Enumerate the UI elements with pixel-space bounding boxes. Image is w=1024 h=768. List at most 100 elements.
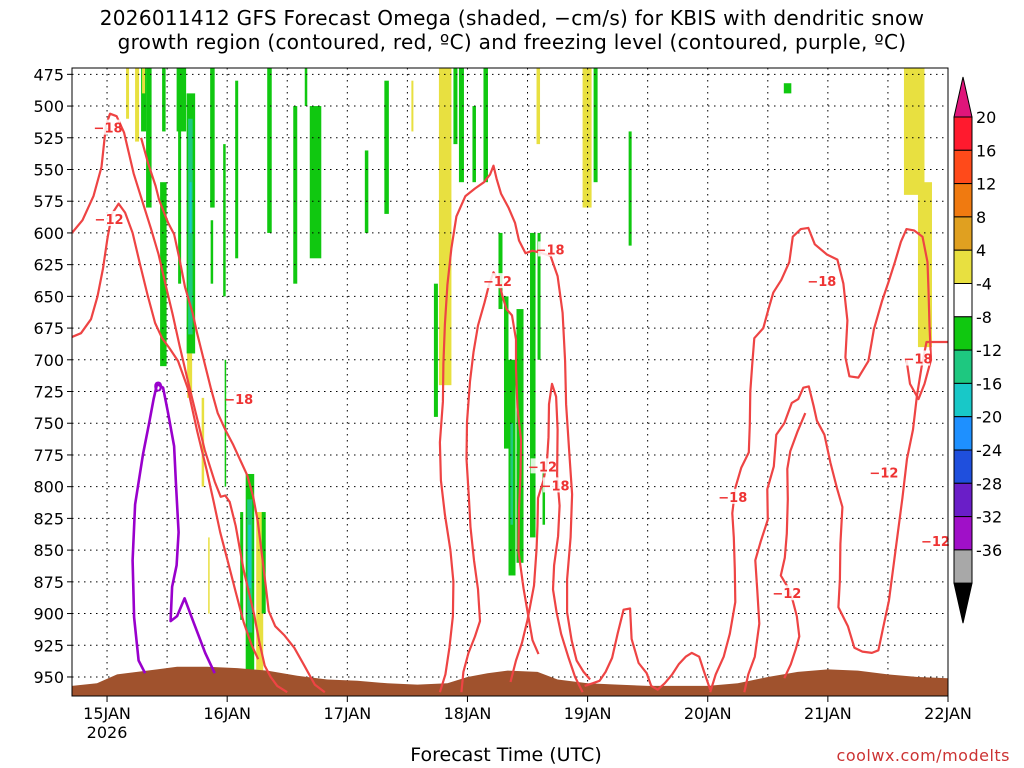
- omega-patch: [248, 524, 252, 589]
- contour-label-bg: [96, 119, 121, 135]
- contour-label-bg: [871, 464, 896, 480]
- colorbar-swatch: [953, 116, 973, 151]
- y-tick-label: 575: [33, 192, 64, 211]
- dendritic-contour: [743, 340, 948, 693]
- colorbar-label: -4: [976, 275, 992, 294]
- colorbar-label: 12: [976, 175, 996, 194]
- x-tick-label: 22JAN: [924, 704, 972, 723]
- dendritic-contour: [509, 382, 584, 693]
- y-tick-label: 675: [33, 319, 64, 338]
- y-tick-label: 525: [33, 129, 64, 148]
- y-tick-label: 775: [33, 446, 64, 465]
- y-tick-label: 550: [33, 160, 64, 179]
- x-tick-label: 18JAN: [444, 704, 492, 723]
- omega-patch: [240, 512, 244, 620]
- omega-patch: [593, 68, 598, 183]
- dendritic-contour: [709, 226, 933, 693]
- omega-patch: [162, 68, 166, 132]
- x-tick-label: 21JAN: [804, 704, 852, 723]
- omega-patch: [438, 68, 452, 386]
- x-tick-label: 20JAN: [684, 704, 732, 723]
- y-tick-label: 600: [33, 224, 64, 243]
- colorbar-label: -36: [976, 541, 1002, 560]
- colorbar-swatch: [953, 516, 973, 551]
- omega-patch: [224, 359, 227, 487]
- colorbar-label: -32: [976, 508, 1002, 527]
- omega-patch: [304, 68, 308, 107]
- colorbar-label: 4: [976, 241, 986, 260]
- y-tick-label: 825: [33, 509, 64, 528]
- omega-patch: [582, 68, 592, 208]
- omega-patch: [458, 68, 464, 183]
- dendritic-contour: [72, 112, 288, 694]
- omega-patch: [187, 353, 193, 398]
- omega-patch: [176, 68, 187, 132]
- y-tick-label: 800: [33, 478, 64, 497]
- omega-patch: [126, 68, 130, 119]
- y-tick-label: 850: [33, 541, 64, 560]
- source-credit: coolwx.com/modelts: [836, 746, 1010, 765]
- omega-patch: [309, 106, 322, 259]
- colorbar-swatch: [953, 549, 973, 584]
- colorbar-label: 8: [976, 208, 986, 227]
- omega-patch: [411, 80, 414, 132]
- contour-label: −18: [807, 275, 836, 290]
- x-axis-label: Forecast Time (UTC): [410, 744, 602, 766]
- colorbar-label: -12: [976, 341, 1002, 360]
- colorbar-swatch: [953, 316, 973, 351]
- colorbar-swatch: [953, 349, 973, 384]
- dendritic-contour: [140, 137, 326, 694]
- y-tick-label: 650: [33, 287, 64, 306]
- y-tick-label: 500: [33, 97, 64, 116]
- omega-patch: [510, 423, 514, 525]
- contour-label-bg: [809, 273, 834, 289]
- omega-patch: [293, 106, 298, 284]
- title-line-2: growth region (contoured, red, ºC) and f…: [117, 30, 907, 54]
- chart-title: 2026011412 GFS Forecast Omega (shaded, −…: [0, 6, 1024, 54]
- omega-patch: [223, 144, 226, 297]
- colorbar-swatch: [953, 382, 973, 418]
- y-tick-label: 625: [33, 256, 64, 275]
- colorbar: 20 16 12 8 4 -4 -8 -12 -16 -20 -24 -28 -32 -36: [953, 76, 1002, 624]
- omega-patch: [364, 150, 369, 233]
- omega-patch: [135, 68, 140, 142]
- colorbar-swatch: [953, 149, 973, 185]
- contour-label-bg: [543, 477, 568, 493]
- colorbar-top-arrow: [953, 76, 973, 118]
- colorbar-swatch: [953, 482, 973, 518]
- grid-layer: [72, 68, 948, 696]
- contour-layer: [72, 112, 948, 694]
- colorbar-label: -28: [976, 474, 1002, 493]
- colorbar-swatch: [953, 249, 973, 284]
- omega-patch: [537, 232, 541, 360]
- x-tick-label: 17JAN: [323, 704, 371, 723]
- y-tick-label: 950: [33, 668, 64, 687]
- contour-label: −18: [224, 393, 253, 408]
- contour-label-layer: −18 −12 0 −18 −12 −18 −12 −18 −18 −12 −18 −12 −18 −12: [94, 119, 950, 602]
- colorbar-swatch: [953, 283, 973, 318]
- omega-patch: [189, 182, 192, 233]
- y-tick-label: 725: [33, 383, 64, 402]
- omega-patch: [433, 283, 438, 417]
- omega-patch: [536, 68, 541, 145]
- colorbar-swatch: [953, 183, 973, 218]
- y-tick-label: 750: [33, 414, 64, 433]
- omega-patch: [267, 68, 272, 233]
- omega-patch: [628, 131, 632, 246]
- omega-patch: [384, 80, 389, 214]
- contour-label: 0: [154, 380, 163, 395]
- y-tick-label: 475: [33, 65, 64, 84]
- contour-label-bg: [774, 585, 799, 601]
- omega-patch: [542, 461, 546, 525]
- omega-patch: [146, 68, 152, 208]
- omega-patch: [210, 68, 215, 208]
- colorbar-label: -16: [976, 374, 1002, 393]
- x-tick-label: 16JAN: [203, 704, 251, 723]
- colorbar-label: -20: [976, 408, 1002, 427]
- x-tick-sublabel: 2026: [87, 723, 128, 742]
- dendritic-contour: [460, 271, 540, 693]
- dendritic-contour: [438, 164, 591, 693]
- contour-label-bg: [923, 533, 948, 549]
- omega-patch: [903, 68, 925, 195]
